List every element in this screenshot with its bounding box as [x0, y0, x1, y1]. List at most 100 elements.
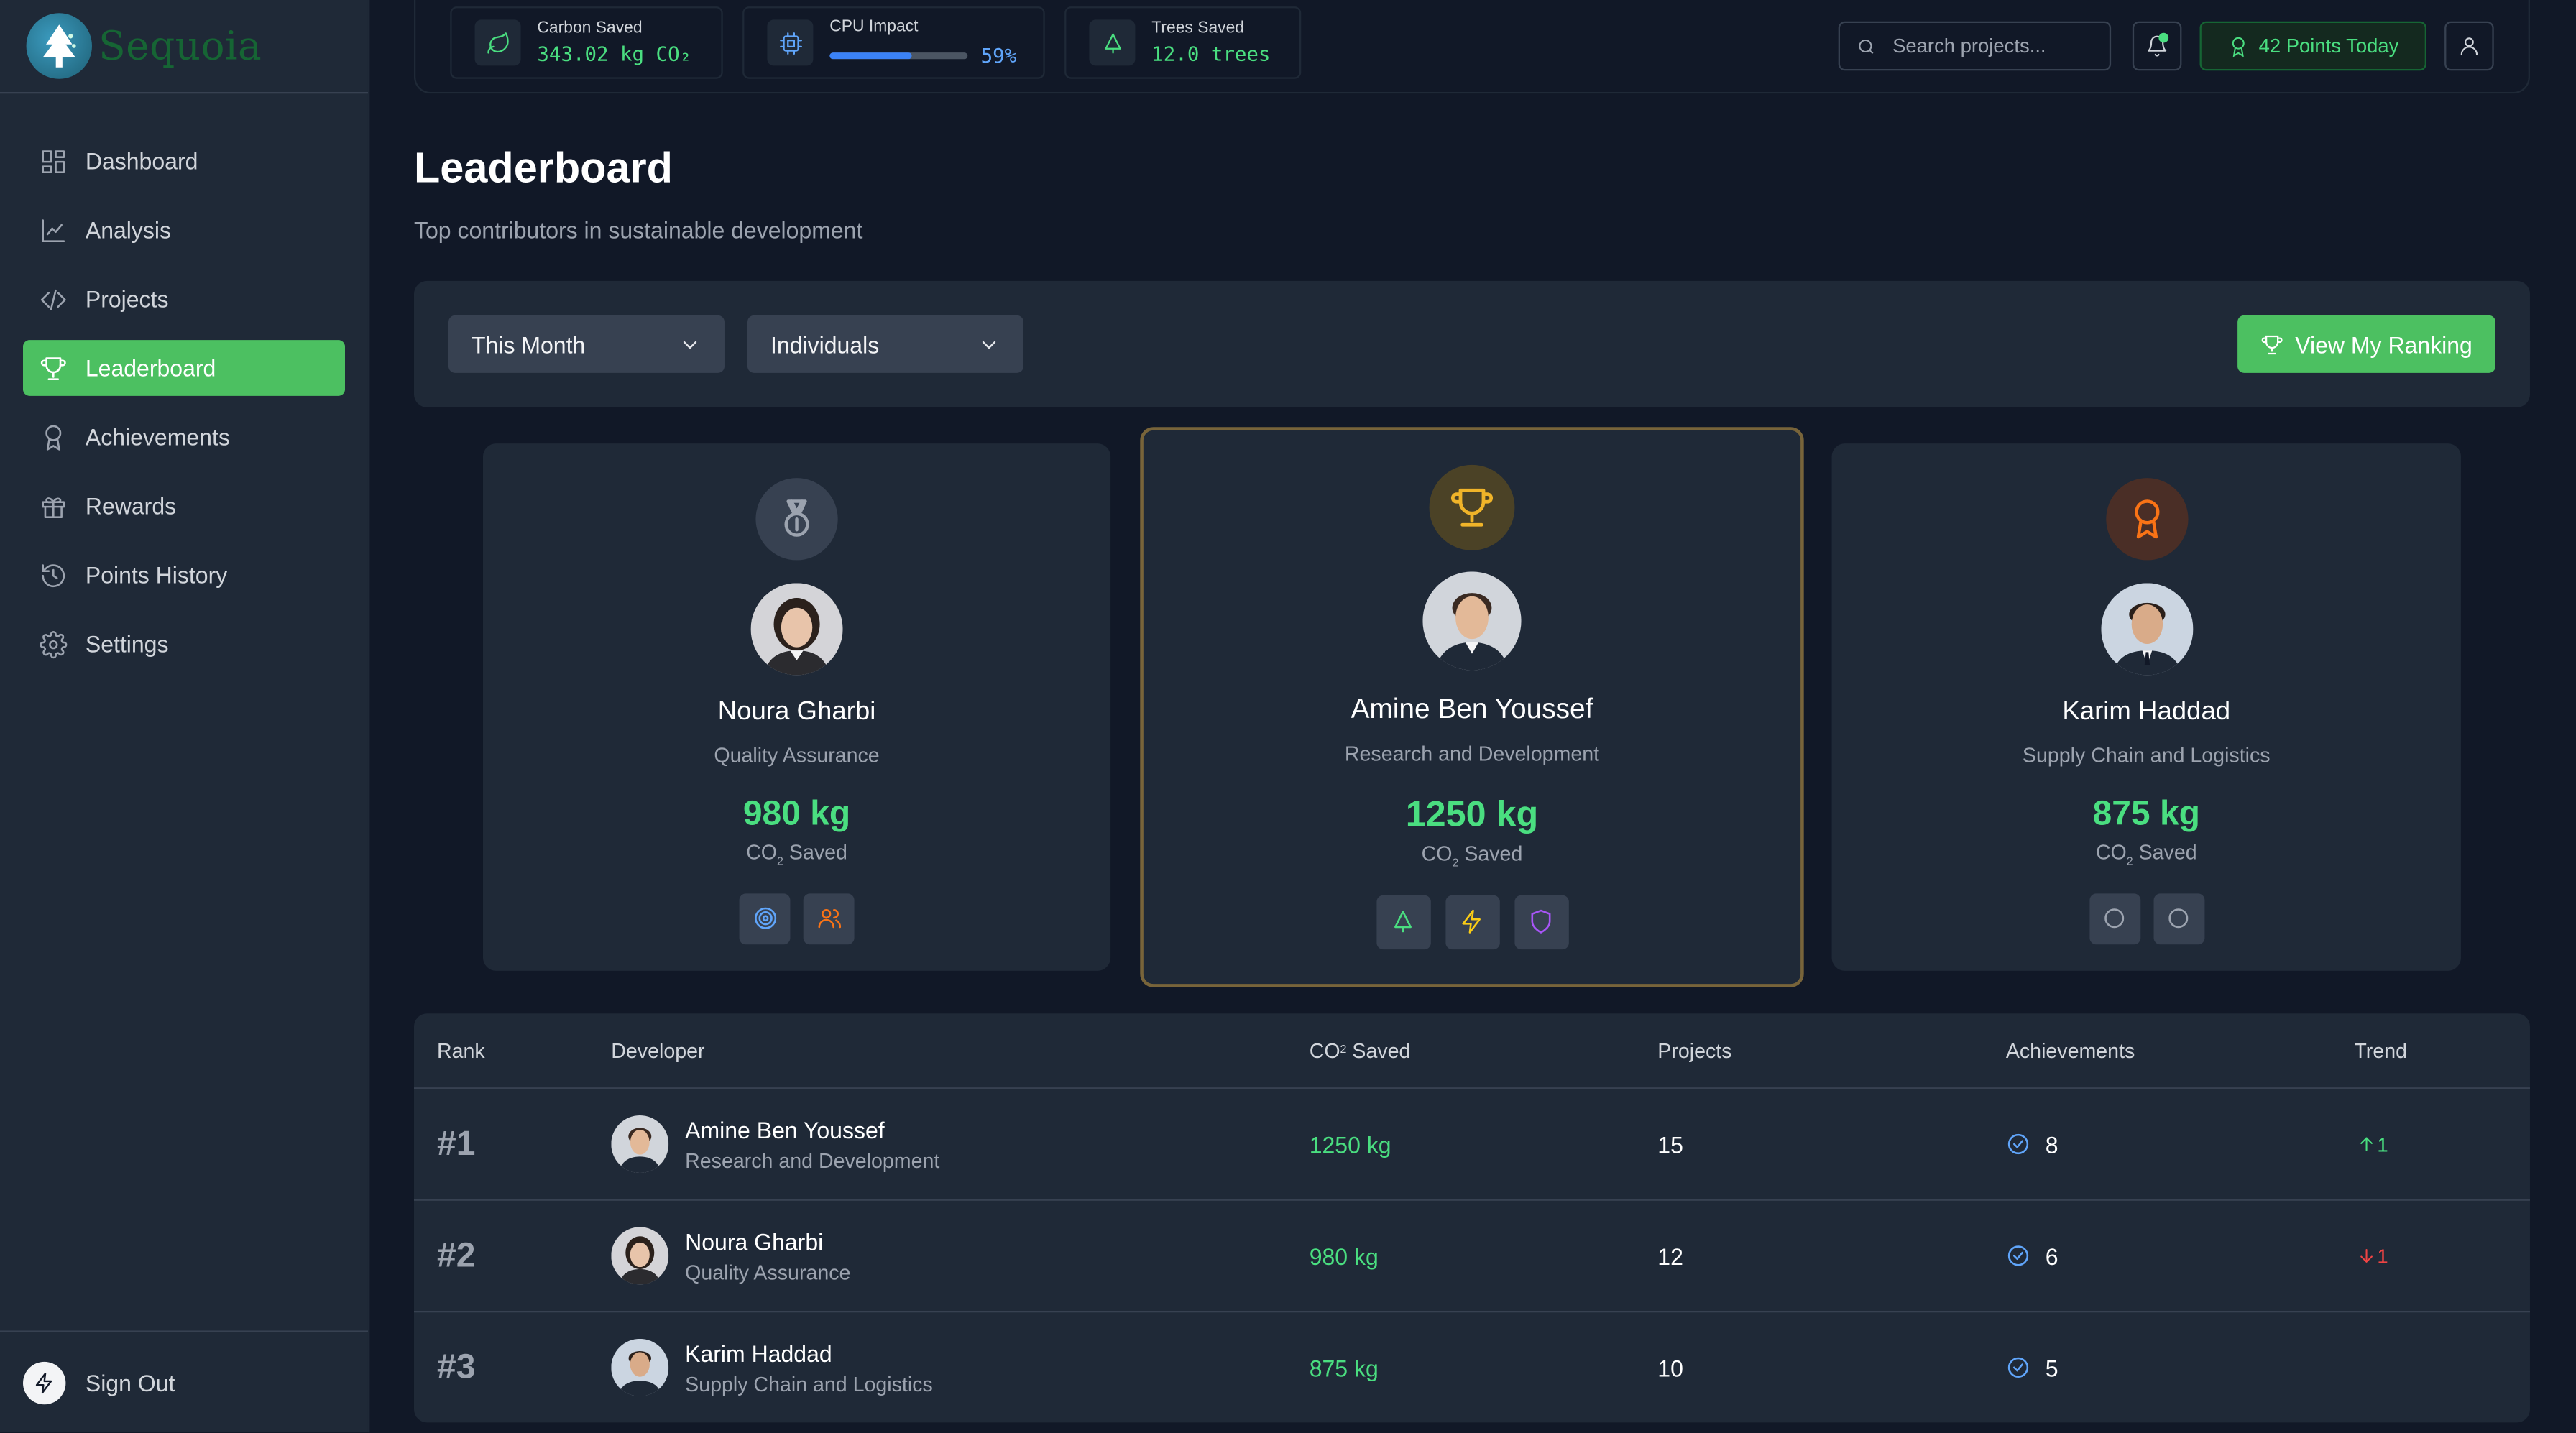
dashboard-icon — [42, 149, 65, 172]
check-circle-icon — [2007, 1245, 2029, 1266]
tree-badge-icon[interactable] — [1376, 894, 1430, 949]
podium-card-third[interactable]: Karim Haddad Supply Chain and Logistics … — [1831, 443, 2461, 971]
unit-sub: 2 — [1452, 858, 1459, 870]
lightning-badge-icon[interactable] — [1445, 894, 1499, 949]
circle-badge-icon[interactable] — [2089, 893, 2140, 944]
sign-out-button[interactable]: Sign Out — [0, 1330, 368, 1432]
podium-co2-unit: CO2 Saved — [483, 841, 1110, 868]
sidebar-item-projects[interactable]: Projects — [23, 271, 345, 327]
table-row[interactable]: #2 Noura Gharbi Quality Assurance 980 kg… — [413, 1201, 2530, 1313]
row-projects: 15 — [1657, 1130, 1683, 1158]
avatar — [611, 1227, 669, 1285]
podium-co2-value: 980 kg — [742, 795, 851, 833]
silver-medal-icon — [755, 478, 838, 561]
cpu-impact-label: CPU Impact — [829, 18, 919, 37]
header-co2-sub: 2 — [1340, 1044, 1347, 1056]
row-trend-value: 1 — [2377, 1132, 2388, 1156]
sidebar-item-achievements[interactable]: Achievements — [23, 409, 345, 465]
sidebar-item-settings[interactable]: Settings — [23, 616, 345, 672]
row-developer-name: Noura Gharbi — [685, 1227, 824, 1255]
team-badge-icon[interactable] — [803, 893, 855, 944]
podium-name: Amine Ben Youssef — [1351, 693, 1593, 724]
award-icon — [45, 424, 62, 450]
cpu-impact-bar — [829, 52, 968, 60]
arrow-up-icon — [2360, 1137, 2373, 1151]
page-title: Leaderboard — [413, 142, 673, 193]
search-input[interactable] — [1889, 32, 2110, 60]
row-developer-name: Amine Ben Youssef — [685, 1116, 885, 1143]
sidebar-item-leaderboard[interactable]: Leaderboard — [22, 340, 345, 396]
row-achievements: 5 — [2006, 1312, 2058, 1422]
chevron-down-icon — [982, 340, 996, 349]
unit-rest: Saved — [783, 841, 847, 865]
tree-icon — [1089, 19, 1136, 66]
view-my-ranking-button[interactable]: View My Ranking — [2237, 315, 2496, 373]
unit-co: CO — [2095, 841, 2127, 865]
row-developer-dept: Research and Development — [685, 1148, 940, 1172]
target-badge-icon[interactable] — [739, 893, 791, 944]
profile-button[interactable] — [2444, 21, 2494, 71]
row-co2: 1250 kg — [1309, 1130, 1392, 1158]
row-trend: 1 — [2358, 1201, 2388, 1311]
top-bar: Carbon Saved 343.02 kg CO₂ CPU Impact 59… — [413, 0, 2530, 94]
podium-name: Karim Haddad — [2062, 698, 2231, 727]
period-select[interactable]: This Month — [448, 315, 724, 373]
filter-bar: This Month Individuals View My Ranking — [413, 280, 2530, 407]
trees-saved-stat: Trees Saved 12.0 trees — [1064, 6, 1302, 79]
brand[interactable]: Sequoia — [0, 0, 368, 94]
podium-badges — [483, 893, 1110, 944]
podium-department: Quality Assurance — [714, 744, 880, 768]
sidebar-item-label: Dashboard — [85, 147, 198, 175]
podium-co2-value: 875 kg — [2092, 795, 2200, 833]
row-trend-value: 1 — [2377, 1244, 2388, 1268]
unit-sub: 2 — [777, 856, 783, 868]
bronze-medal-icon — [2105, 478, 2188, 561]
podium-co2-unit: CO2 Saved — [1144, 843, 1800, 870]
gear-icon — [40, 630, 68, 658]
row-achievements-count: 5 — [2045, 1354, 2058, 1381]
avatar — [2100, 583, 2193, 676]
avatar — [750, 583, 843, 676]
row-projects: 10 — [1657, 1354, 1683, 1381]
carbon-saved-label: Carbon Saved — [537, 19, 643, 38]
table-row[interactable]: #1 Amine Ben Youssef Research and Develo… — [413, 1089, 2530, 1201]
avatar — [1422, 571, 1522, 671]
circle-badge-icon[interactable] — [2153, 893, 2204, 944]
trophy-icon — [2261, 334, 2283, 354]
sidebar-item-points-history[interactable]: Points History — [23, 547, 345, 603]
unit-co: CO — [746, 841, 778, 865]
shield-badge-icon[interactable] — [1514, 894, 1568, 949]
cpu-impact-stat: CPU Impact 59% — [742, 6, 1045, 79]
header-developer: Developer — [611, 1038, 705, 1062]
cpu-icon — [767, 19, 814, 66]
row-achievements: 8 — [2006, 1089, 2058, 1199]
points-today-button[interactable]: 42 Points Today — [2199, 21, 2426, 71]
row-co2: 875 kg — [1309, 1354, 1379, 1381]
sidebar-item-label: Rewards — [85, 492, 177, 520]
sidebar-item-label: Points History — [85, 561, 228, 589]
avatar — [611, 1338, 669, 1396]
sidebar-item-rewards[interactable]: Rewards — [23, 478, 345, 534]
scope-select[interactable]: Individuals — [747, 315, 1024, 373]
cpu-impact-value: 59% — [980, 44, 1017, 68]
podium-badges — [1144, 894, 1800, 949]
trophy-icon — [40, 356, 66, 379]
leaf-icon — [474, 19, 521, 66]
podium-co2-unit: CO2 Saved — [1832, 841, 2461, 868]
sidebar-item-analysis[interactable]: Analysis — [23, 202, 345, 258]
notification-dot — [2158, 32, 2169, 43]
table-row[interactable]: #3 Karim Haddad Supply Chain and Logisti… — [414, 1312, 2530, 1422]
brand-name: Sequoia — [98, 22, 262, 69]
sidebar-item-dashboard[interactable]: Dashboard — [23, 133, 345, 189]
gift-icon — [42, 497, 65, 517]
row-developer: Karim Haddad Supply Chain and Logistics — [611, 1312, 933, 1422]
podium-card-second[interactable]: Noura Gharbi Quality Assurance 980 kg CO… — [482, 443, 1111, 971]
notifications-button[interactable] — [2132, 21, 2182, 71]
header-co2-pre: CO — [1309, 1038, 1340, 1062]
search-box[interactable] — [1838, 21, 2112, 71]
podium-card-first[interactable]: Amine Ben Youssef Research and Developme… — [1140, 427, 1804, 987]
lightning-icon — [22, 1360, 66, 1404]
header-co2-post: Saved — [1346, 1038, 1411, 1062]
header-co2-saved: CO 2 Saved — [1310, 1013, 1411, 1087]
